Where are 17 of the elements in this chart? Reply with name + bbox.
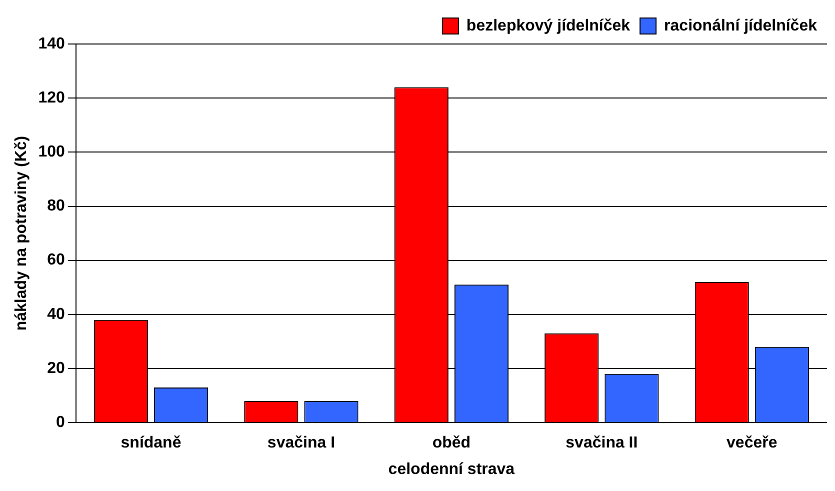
y-tick-label: 60 bbox=[47, 252, 65, 269]
x-tick-label: večeře bbox=[726, 434, 778, 452]
y-tick-label: 80 bbox=[47, 198, 65, 215]
legend-label: bezlepkový jídelníček bbox=[466, 17, 630, 34]
x-tick-label: oběd bbox=[432, 434, 471, 452]
x-tick-label: svačina I bbox=[267, 434, 336, 452]
y-tick-label: 140 bbox=[38, 35, 65, 52]
x-tick-label: snídaně bbox=[120, 434, 182, 452]
x-axis-title: celodenní strava bbox=[388, 460, 515, 478]
y-tick-label: 40 bbox=[47, 306, 65, 323]
y-tick-label: 0 bbox=[56, 414, 65, 432]
x-tick-label: svačina II bbox=[566, 434, 638, 452]
y-tick-label: 100 bbox=[38, 144, 65, 161]
y-tick-label: 20 bbox=[47, 360, 65, 377]
legend-label: racionální jídelníček bbox=[664, 17, 818, 34]
y-tick-label: 120 bbox=[38, 89, 65, 106]
y-axis-title: náklady na potraviny (Kč) bbox=[13, 136, 30, 331]
